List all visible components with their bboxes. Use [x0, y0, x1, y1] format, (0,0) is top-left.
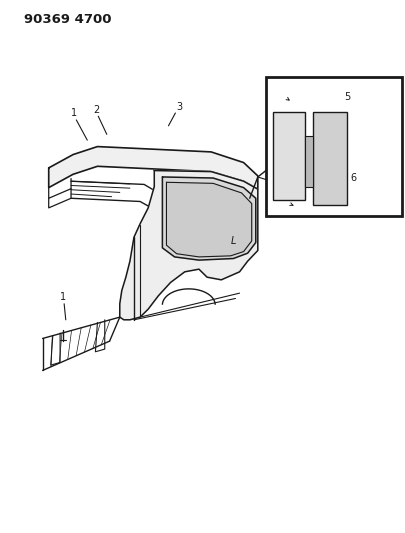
Text: 4: 4: [272, 177, 278, 187]
Text: 3: 3: [176, 102, 182, 112]
Bar: [305, 136, 312, 187]
Bar: [265, 77, 401, 216]
Bar: [312, 112, 346, 205]
Polygon shape: [166, 182, 251, 257]
Text: 90369 4700: 90369 4700: [24, 13, 112, 26]
Text: 6: 6: [349, 173, 355, 183]
Polygon shape: [49, 147, 257, 189]
Text: 1: 1: [71, 108, 77, 118]
Bar: [272, 112, 305, 200]
Polygon shape: [162, 177, 255, 260]
Text: 1: 1: [60, 292, 66, 302]
Polygon shape: [119, 171, 257, 320]
Text: L: L: [230, 236, 236, 246]
Text: 2: 2: [93, 104, 100, 115]
Text: 5: 5: [343, 92, 350, 102]
